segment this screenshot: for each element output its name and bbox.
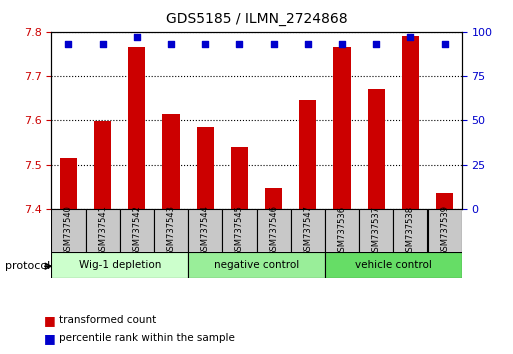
Point — [441, 41, 449, 47]
Point — [372, 41, 380, 47]
Point — [201, 41, 209, 47]
Bar — [325, 209, 359, 253]
Text: GSM737538: GSM737538 — [406, 205, 415, 257]
Text: GSM737545: GSM737545 — [235, 206, 244, 256]
Bar — [368, 90, 385, 209]
Text: GSM737547: GSM737547 — [303, 205, 312, 257]
Bar — [231, 147, 248, 209]
Bar — [393, 209, 427, 253]
Bar — [86, 209, 120, 253]
Bar — [94, 121, 111, 209]
Text: Wig-1 depletion: Wig-1 depletion — [78, 260, 161, 270]
Bar — [359, 209, 393, 253]
Text: GSM737546: GSM737546 — [269, 205, 278, 257]
Bar — [291, 209, 325, 253]
Bar — [51, 252, 188, 278]
Text: percentile rank within the sample: percentile rank within the sample — [59, 333, 235, 343]
Point — [304, 41, 312, 47]
Bar — [196, 127, 214, 209]
Text: GSM737544: GSM737544 — [201, 206, 210, 256]
Bar — [222, 209, 256, 253]
Text: GSM737540: GSM737540 — [64, 206, 73, 256]
Text: GSM737542: GSM737542 — [132, 206, 141, 256]
Point — [269, 41, 278, 47]
Point — [235, 41, 244, 47]
Text: transformed count: transformed count — [59, 315, 156, 325]
Bar — [299, 101, 317, 209]
Point — [64, 41, 72, 47]
Point — [133, 34, 141, 40]
Text: GSM737539: GSM737539 — [440, 205, 449, 257]
Bar — [325, 252, 462, 278]
Bar — [163, 114, 180, 209]
Point — [98, 41, 107, 47]
Bar — [436, 193, 453, 209]
Bar — [51, 209, 86, 253]
Bar — [154, 209, 188, 253]
Bar — [120, 209, 154, 253]
Text: ■: ■ — [44, 314, 55, 327]
Bar — [60, 158, 77, 209]
Bar — [188, 209, 222, 253]
Point — [406, 34, 415, 40]
Text: negative control: negative control — [214, 260, 299, 270]
Text: GSM737537: GSM737537 — [372, 205, 381, 257]
Text: ■: ■ — [44, 332, 55, 344]
Point — [167, 41, 175, 47]
Bar — [188, 252, 325, 278]
Bar — [333, 47, 350, 209]
Bar — [402, 36, 419, 209]
Text: protocol: protocol — [5, 261, 50, 271]
Bar — [128, 47, 145, 209]
Text: GSM737541: GSM737541 — [98, 206, 107, 256]
Text: vehicle control: vehicle control — [355, 260, 432, 270]
Text: GDS5185 / ILMN_2724868: GDS5185 / ILMN_2724868 — [166, 12, 347, 27]
Bar — [265, 188, 282, 209]
Bar — [427, 209, 462, 253]
Text: GSM737536: GSM737536 — [338, 205, 346, 257]
Point — [338, 41, 346, 47]
Bar — [256, 209, 291, 253]
Text: GSM737543: GSM737543 — [167, 205, 175, 257]
